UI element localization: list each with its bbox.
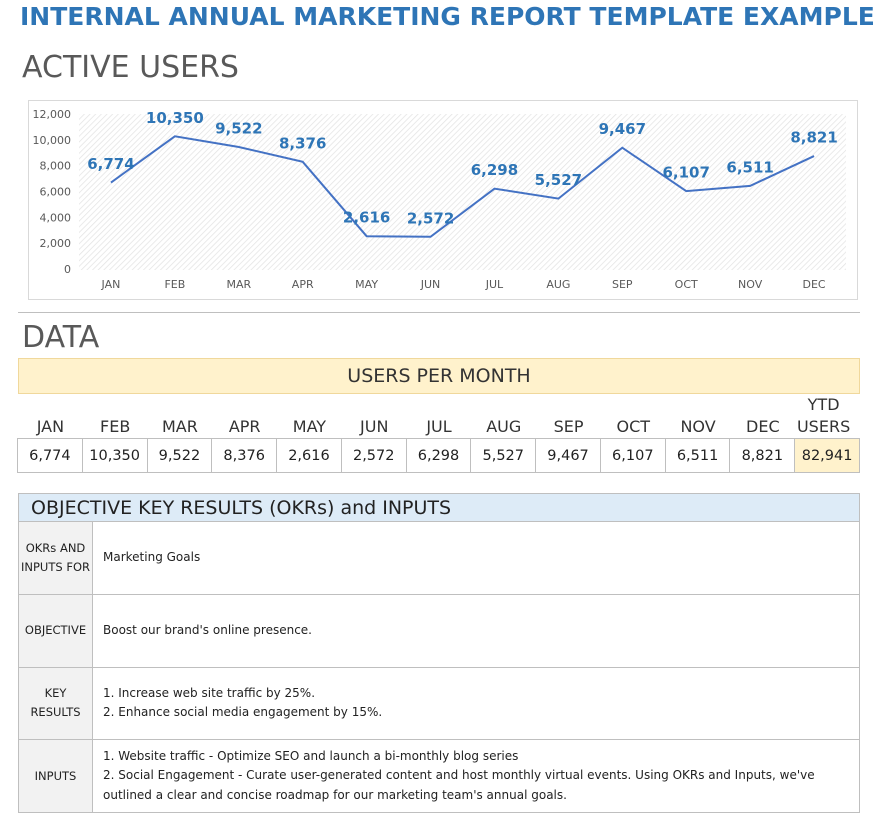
okr-title: OBJECTIVE KEY RESULTS (OKRs) and INPUTS	[19, 494, 859, 522]
chart-box: 0 2,000 4,000 6,000 8,000 10,000 12,000 JAN 6,77…	[28, 100, 858, 300]
content-line: 1. Website traffic - Optimize SEO and la…	[103, 748, 519, 763]
column-header: JUN	[360, 417, 389, 436]
table-cell: 6,107	[599, 438, 666, 473]
data-label: 8,821	[790, 129, 837, 147]
data-label: 9,522	[215, 120, 262, 138]
table-cell: 5,527	[470, 438, 537, 473]
table-cell: 82,941	[794, 438, 860, 473]
section-heading: ACTIVE USERS	[22, 50, 239, 85]
x-tick-label: MAY	[355, 278, 378, 291]
column-header: DEC	[746, 417, 780, 436]
x-tick-label: FEB	[164, 278, 185, 291]
x-tick-label: MAR	[226, 278, 251, 291]
x-tick-label: JUL	[485, 278, 504, 291]
row-content: Boost our brand's online presence.	[93, 595, 859, 668]
table-cell: 6,511	[664, 438, 731, 473]
content-line: Marketing Goals	[103, 550, 201, 565]
y-tick-label: 10,000	[33, 134, 72, 147]
column-header: MAR	[161, 417, 198, 436]
table-cell: 6,298	[405, 438, 472, 473]
data-line	[110, 135, 815, 238]
y-tick-label: 2,000	[40, 237, 72, 250]
data-label: 6,511	[726, 158, 773, 176]
table-cell: 9,467	[535, 438, 601, 473]
y-tick-label: 4,000	[40, 211, 72, 224]
column-header: OCT	[616, 417, 651, 436]
data-label: 8,376	[279, 134, 326, 152]
okr-table: OBJECTIVE KEY RESULTS (OKRs) and INPUTS …	[18, 493, 860, 813]
content-line: 1. Increase web site traffic by 25%.	[103, 685, 316, 700]
x-tick-label: APR	[292, 278, 314, 291]
y-tick-label: 12,000	[33, 108, 72, 121]
data-label: 6,107	[662, 164, 709, 182]
x-tick-label: JAN	[101, 278, 121, 291]
table-cell: 2,616	[276, 438, 342, 473]
data-label: 6,298	[471, 161, 518, 179]
column-header: YTD USERS	[796, 395, 851, 436]
content-line: Boost our brand's online presence.	[103, 622, 312, 637]
row-label: OKRs AND INPUTS FOR	[19, 522, 93, 595]
row-content: 1. Increase web site traffic by 25%. 2. E…	[93, 668, 859, 741]
data-label: 5,527	[535, 171, 582, 189]
data-label: 9,467	[599, 120, 646, 138]
y-tick-label: 8,000	[40, 160, 72, 173]
column-header: NOV	[680, 417, 716, 436]
data-label: 10,350	[146, 109, 204, 127]
content-line: 2. Social Engagement - Curate user-gener…	[103, 768, 815, 802]
x-tick-label: JUN	[420, 278, 441, 291]
section-heading: DATA	[22, 320, 100, 355]
row-label: INPUTS	[19, 740, 93, 813]
column-header: FEB	[100, 417, 131, 436]
table-cell: 2,572	[340, 438, 407, 473]
column-header: AUG	[486, 417, 522, 436]
data-label: 2,616	[343, 209, 390, 227]
y-tick-label: 0	[64, 263, 71, 276]
table-cell: 8,376	[211, 438, 278, 473]
column-header: JAN	[36, 417, 65, 436]
x-tick-label: AUG	[546, 278, 570, 291]
table-cell: 10,350	[81, 438, 148, 473]
plot-area	[79, 114, 846, 270]
table-cell: 8,821	[729, 438, 796, 473]
column-header: SEP	[553, 417, 584, 436]
column-header: JUL	[426, 417, 452, 436]
table-title: USERS PER MONTH	[18, 358, 860, 394]
column-header: APR	[228, 417, 261, 436]
chart: 0 2,000 4,000 6,000 8,000 10,000 12,000 JAN 6,77…	[33, 108, 846, 291]
x-tick-label: DEC	[802, 278, 825, 291]
row-label: OBJECTIVE	[19, 594, 93, 668]
data-label: 6,774	[87, 155, 134, 173]
content-line: 2. Enhance social media engagement by 15…	[103, 705, 383, 720]
divider	[18, 312, 860, 313]
y-tick-label: 6,000	[40, 186, 72, 199]
data-label: 2,572	[407, 209, 454, 227]
table-cell: 6,774	[17, 438, 83, 473]
report-title: INTERNAL ANNUAL MARKETING REPORT TEMPLAT…	[20, 2, 874, 31]
row-label: KEY RESULTS	[19, 667, 93, 741]
table-cell: 9,522	[146, 438, 213, 473]
row-content: Marketing Goals	[93, 522, 859, 595]
x-tick-label: SEP	[612, 278, 633, 291]
row-content: 1. Website traffic - Optimize SEO and la…	[93, 740, 859, 813]
x-tick-label: NOV	[738, 278, 763, 291]
column-header: MAY	[292, 417, 327, 436]
x-tick-label: OCT	[675, 278, 698, 291]
